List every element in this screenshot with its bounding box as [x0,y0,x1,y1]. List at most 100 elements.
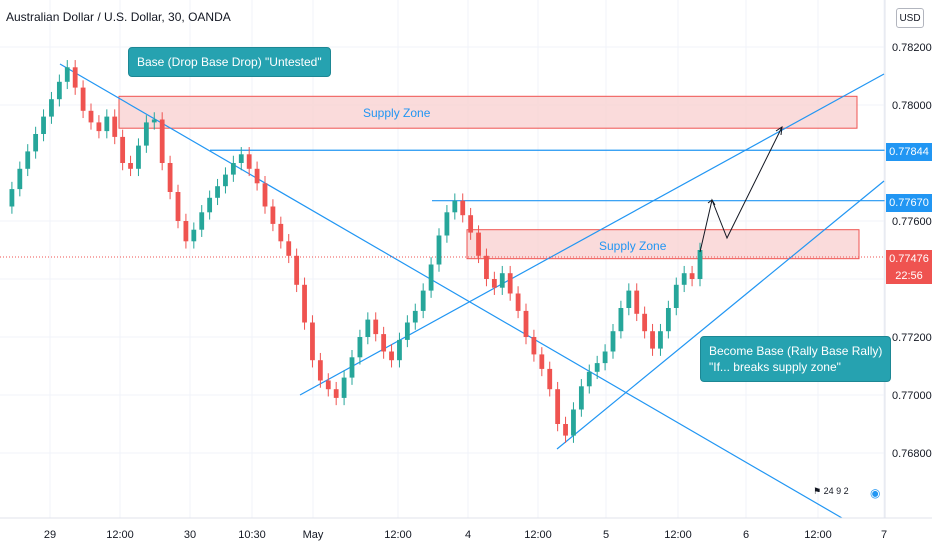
candle-body [484,255,489,279]
supply-zone-1 [118,95,858,129]
candle-body [80,87,86,111]
candle-body [270,206,276,224]
trendlines [59,63,885,519]
candle-body [33,134,39,152]
candle-body [310,322,315,361]
economic-event-badge[interactable]: ⚑ 24 9 2 [813,486,849,497]
candle-body [278,223,284,242]
level-tag-77844: 0.77844 [886,143,932,161]
rally-base-callout[interactable]: Become Base (Rally Base Rally) "If... br… [700,336,892,382]
candle-body [286,241,292,256]
time-tick-label: 29 [44,529,56,541]
time-tick-label: 4 [465,529,471,541]
candle-body [199,212,205,230]
candle-body [436,235,442,265]
time-tick-label: 10:30 [238,529,266,541]
supply-zones [118,95,860,260]
candle-body [428,264,434,291]
projection-peak-marker [707,199,716,206]
projection-arrows [699,125,783,253]
horizontal-levels [0,149,885,258]
chart-title: Australian Dollar / U.S. Dollar, 30, OAN… [6,10,231,24]
candle-body [531,337,537,355]
candle-body [167,163,173,192]
time-tick-label: 5 [603,529,609,541]
candle-body [586,371,592,387]
time-tick-label: 12:00 [664,529,692,541]
projection-arrowhead [775,125,783,136]
candle-body [452,200,458,213]
candle-body [420,290,426,311]
candle-body [555,389,561,424]
candle-body [41,116,46,134]
candle-body [650,331,655,349]
callout-text: Base (Drop Base Drop) "Untested" [137,55,322,69]
candle-body [476,232,481,256]
time-tick-label: 12:00 [384,529,412,541]
candle-body [238,154,244,163]
candle-body [610,331,616,352]
event-badge-text: 24 9 2 [823,486,849,496]
price-tick-label: 0.78200 [892,42,932,54]
candle-body [349,357,355,378]
candle-body [96,122,102,132]
callout-line-2: "If... breaks supply zone" [709,360,841,374]
candle-body [317,360,323,381]
candle-body [64,67,70,82]
candle-body [17,168,23,190]
projection-path [699,126,783,253]
candle-body [246,154,252,169]
candle-body [642,313,648,332]
bar-countdown: 22:56 [886,267,932,284]
price-tick-label: 0.77000 [892,390,932,402]
candle-body [515,293,521,311]
candle-body [88,110,94,123]
candle-body [578,386,584,410]
lower-zone-label: Supply Zone [599,239,667,253]
candle-body [594,363,600,372]
candle-body [626,290,632,308]
upper-zone-label: Supply Zone [363,106,431,120]
candle-body [56,81,62,100]
candle-body [365,319,371,337]
candle-body [25,151,31,169]
candle-body [499,273,505,288]
globe-icon[interactable]: ◉ [870,486,881,500]
base-drop-callout[interactable]: Base (Drop Base Drop) "Untested" [128,47,331,77]
candle-body [381,334,387,352]
candle-body [191,229,197,242]
price-tick-label: 0.77600 [892,216,932,228]
price-tick-label: 0.78000 [892,100,932,112]
candle-body [159,119,165,163]
candle-body [262,183,268,207]
time-tick-label: 12:00 [804,529,832,541]
price-tick-label: 0.77200 [892,332,932,344]
candle-body [341,377,347,398]
candle-body [460,200,466,216]
candle-body [404,322,410,340]
candle-body [618,308,624,332]
candle-body [689,273,695,279]
time-tick-label: 6 [743,529,749,541]
candle-body [230,163,236,175]
candle-body [325,380,331,390]
candle-body [539,354,545,369]
candle-body [468,215,474,233]
time-tick-label: May [303,529,324,541]
trendline-1 [59,63,843,519]
candle-body [9,189,15,207]
candle-body [389,351,394,361]
candle-body [357,337,363,358]
candle-body [72,67,78,88]
current-price-tag: 0.77476 [886,250,932,268]
time-tick-label: 7 [881,529,887,541]
candle-body [223,174,228,187]
currency-button[interactable]: USD [896,8,924,28]
candle-body [658,331,663,349]
candle-body [215,186,220,198]
time-tick-label: 12:00 [524,529,552,541]
candle-body [104,116,110,132]
candle-body [120,136,126,163]
trendline-3 [556,180,885,450]
